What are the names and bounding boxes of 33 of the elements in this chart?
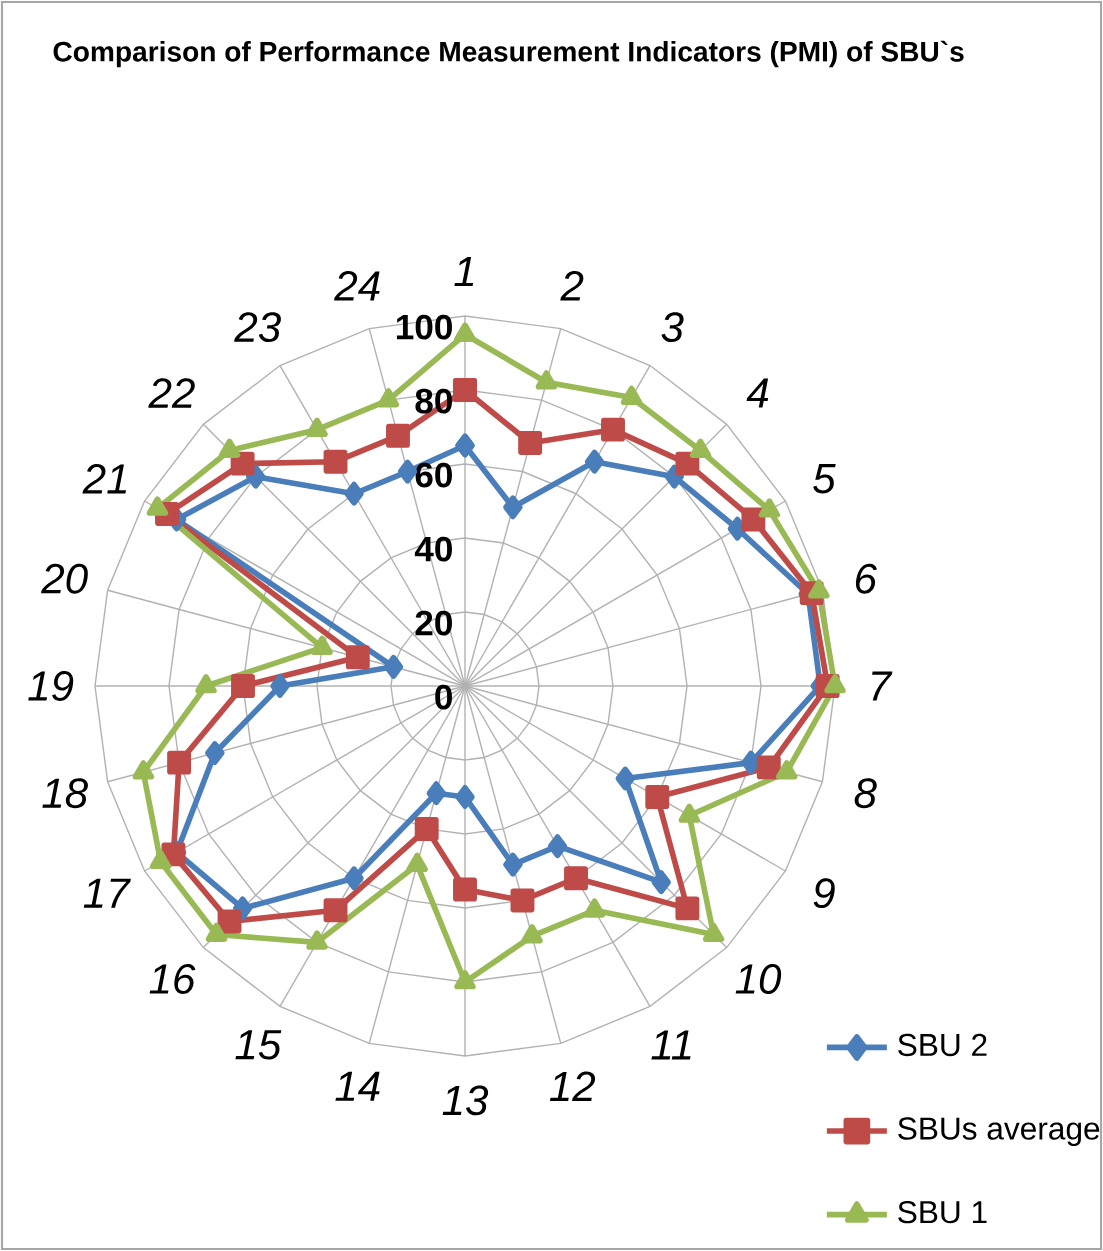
spoke-label: 12 [549,1071,596,1101]
spoke-label: 20 [41,563,88,594]
spoke-label: 22 [148,378,195,408]
spoke-label: 11 [651,1030,691,1060]
chart-title: Comparison of Performance Measurement Indicators (PMI) of SBU`s [53,40,964,68]
spoke-label: 17 [83,878,131,908]
spoke-label: 14 [335,1071,380,1101]
y-tick-label: 20 [415,610,452,636]
spoke-label: 5 [813,464,836,494]
spoke-label: 2 [560,271,584,301]
spoke-label: 7 [872,671,893,701]
spoke-label: 4 [746,378,769,408]
spoke-label: 21 [82,464,127,494]
spoke-label: 8 [854,778,877,809]
spoke-label: 10 [735,964,782,994]
legend-label: SBU 1 [898,1200,987,1224]
spoke-label: 3 [661,312,684,343]
spoke-label: 15 [235,1030,282,1060]
spoke-label: 9 [813,878,835,909]
spoke-label: 23 [234,312,281,343]
y-tick-label: 60 [415,462,452,488]
y-tick-label: 100 [396,314,452,340]
spoke-label: 16 [149,964,196,994]
y-tick-label: 0 [435,684,452,710]
spoke-label: 13 [442,1085,489,1116]
legend-label: SBUs average [898,1117,1100,1146]
legend-label: SBU 2 [898,1033,987,1057]
y-tick-label: 40 [414,536,452,562]
spoke-label: 6 [855,563,877,594]
spoke-label: 24 [334,271,380,301]
spoke-label: 1 [454,257,474,287]
spoke-label: 19 [28,671,74,701]
spoke-label: 18 [42,778,88,809]
